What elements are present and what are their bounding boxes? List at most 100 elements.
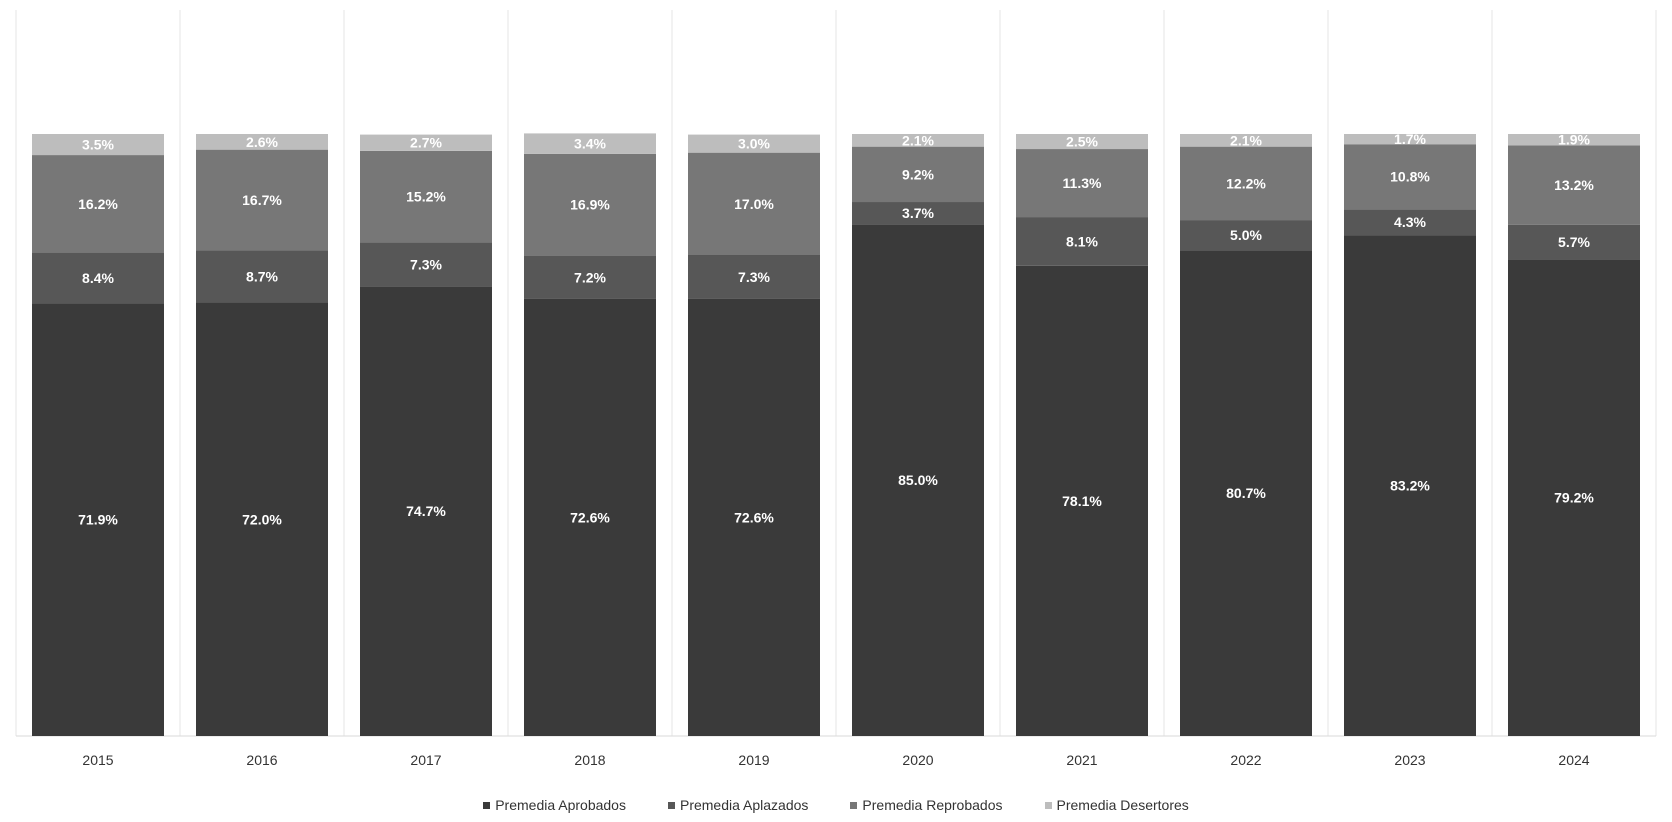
bar-segment: [32, 134, 164, 156]
bar-segment: [360, 150, 492, 243]
bar-segment: [688, 134, 820, 153]
data-label: 13.2%: [1554, 177, 1594, 193]
data-label: 17.0%: [734, 196, 774, 212]
data-label: 71.9%: [78, 512, 118, 528]
data-label: 72.6%: [570, 509, 610, 525]
data-label: 8.7%: [246, 268, 278, 284]
x-tick-label: 2016: [246, 752, 277, 768]
legend-swatch: [850, 801, 858, 809]
data-label: 7.2%: [574, 269, 606, 285]
bar-segment: [196, 134, 328, 150]
legend-item: Premedia Aplazados: [667, 797, 809, 813]
bar-segment: [1180, 146, 1312, 221]
data-label: 16.7%: [242, 192, 282, 208]
data-label: 85.0%: [898, 472, 938, 488]
bar-segment: [196, 302, 328, 736]
legend-item: Premedia Reprobados: [850, 797, 1003, 813]
legend-label: Premedia Aplazados: [679, 797, 809, 813]
bar-segment: [360, 134, 492, 151]
data-label: 79.2%: [1554, 490, 1594, 506]
data-label: 3.4%: [574, 136, 606, 152]
bar-segment: [688, 255, 820, 299]
bar-segment: [1016, 217, 1148, 266]
data-label: 16.9%: [570, 197, 610, 213]
bar-segment: [1344, 134, 1476, 145]
stacked-bar-chart: 71.9% 8.4% 16.2% 3.5% 2015 72.0% 8.7% 16.7% 2.6%…: [15, 10, 1657, 768]
data-label: 7.3%: [738, 269, 770, 285]
bar-segment: [1508, 259, 1640, 736]
data-label: 3.7%: [902, 205, 934, 221]
data-label: 2.5%: [1066, 134, 1098, 150]
data-label: 83.2%: [1390, 478, 1430, 494]
data-label: 3.0%: [738, 136, 770, 152]
data-label: 2.1%: [902, 132, 934, 148]
data-label: 8.1%: [1066, 233, 1098, 249]
bar-segment: [360, 242, 492, 287]
data-label: 80.7%: [1226, 485, 1266, 501]
data-label: 8.4%: [82, 270, 114, 286]
data-label: 5.7%: [1558, 234, 1590, 250]
bar-segment: [688, 152, 820, 256]
data-label: 78.1%: [1062, 493, 1102, 509]
data-label: 11.3%: [1063, 175, 1102, 191]
x-tick-label: 2023: [1394, 752, 1425, 768]
bar-segment: [524, 153, 656, 256]
legend-label: Premedia Aprobados: [495, 797, 626, 813]
bar-segment: [360, 286, 492, 736]
x-tick-label: 2017: [410, 752, 441, 768]
data-label: 3.5%: [82, 137, 114, 153]
bar-segment: [1180, 250, 1312, 736]
x-tick-label: 2019: [738, 752, 769, 768]
bar-segment: [852, 202, 984, 225]
bar-segment: [32, 303, 164, 736]
legend-swatch: [483, 801, 491, 809]
bar-segment: [32, 155, 164, 253]
legend-item: Premedia Aprobados: [483, 797, 626, 813]
data-label: 5.0%: [1230, 227, 1262, 243]
legend-item: Premedia Desertores: [1044, 797, 1189, 813]
data-label: 16.2%: [78, 196, 118, 212]
legend-swatch: [1044, 801, 1052, 809]
data-label: 2.7%: [410, 135, 442, 151]
bar-segment: [852, 146, 984, 203]
data-label: 72.6%: [734, 509, 774, 525]
data-label: 2.6%: [246, 134, 278, 150]
data-label: 4.3%: [1394, 214, 1426, 230]
x-tick-label: 2015: [82, 752, 113, 768]
legend-label: Premedia Reprobados: [862, 797, 1003, 813]
bar-segment: [196, 250, 328, 303]
x-tick-label: 2024: [1558, 752, 1589, 768]
x-tick-label: 2022: [1230, 752, 1261, 768]
data-label: 2.1%: [1230, 132, 1262, 148]
data-label: 7.3%: [410, 256, 442, 272]
data-label: 12.2%: [1226, 175, 1266, 191]
bar-segment: [32, 252, 164, 304]
data-label: 1.9%: [1558, 132, 1590, 148]
bar-segment: [1508, 145, 1640, 225]
bar-segment: [1344, 144, 1476, 210]
bar-segment: [1016, 149, 1148, 218]
legend-label: Premedia Desertores: [1056, 797, 1189, 813]
x-tick-label: 2020: [902, 752, 933, 768]
bar-segment: [1180, 220, 1312, 251]
x-tick-label: 2018: [574, 752, 605, 768]
data-label: 72.0%: [242, 511, 282, 527]
data-label: 15.2%: [406, 189, 446, 205]
bar-segment: [1016, 134, 1148, 150]
bar-segment: [524, 255, 656, 299]
legend: Premedia Aprobados Premedia Aplazados Prem…: [0, 797, 1672, 813]
data-label: 74.7%: [406, 503, 446, 519]
data-label: 10.8%: [1390, 169, 1430, 185]
legend-swatch: [667, 801, 675, 809]
bar-segment: [196, 149, 328, 251]
bar-segment: [1508, 224, 1640, 260]
bar-segment: [852, 224, 984, 737]
bar-segment: [1180, 134, 1312, 147]
bar-segment: [524, 133, 656, 154]
bar-segment: [688, 298, 820, 736]
x-tick-label: 2021: [1066, 752, 1097, 768]
bar-segment: [1344, 209, 1476, 236]
data-label: 1.7%: [1394, 131, 1426, 147]
bar-segment: [1016, 265, 1148, 736]
